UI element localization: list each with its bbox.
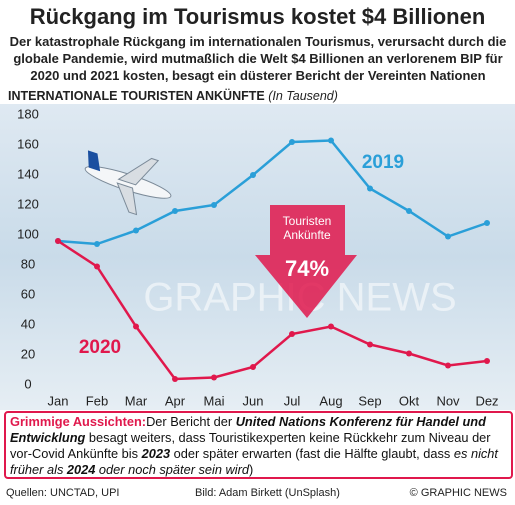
y-unit: (In Tausend) <box>268 89 338 103</box>
source: Quellen: UNCTAD, UPI <box>6 487 120 499</box>
data-point <box>250 364 256 370</box>
x-tick-label: Jun <box>243 393 264 408</box>
x-tick-label: Jul <box>284 393 301 408</box>
note-text: 2023 <box>141 446 171 461</box>
data-point <box>289 139 295 145</box>
x-tick-label: Dez <box>475 393 498 408</box>
data-point <box>367 185 373 192</box>
x-tick-label: Mai <box>204 393 225 408</box>
data-point <box>367 341 373 348</box>
data-point <box>328 137 334 144</box>
data-point <box>133 323 139 330</box>
data-point <box>250 172 256 178</box>
x-tick-label: Apr <box>165 393 186 408</box>
series-line <box>57 239 488 381</box>
data-point <box>172 376 178 382</box>
x-tick-label: Okt <box>399 393 420 408</box>
data-point <box>211 374 217 381</box>
x-tick-label: Jan <box>48 393 69 408</box>
y-tick-label: 160 <box>17 136 39 151</box>
data-point <box>484 358 490 364</box>
copyright: © GRAPHIC NEWS <box>409 487 507 499</box>
y-tick-label: 20 <box>21 346 35 361</box>
data-point <box>211 202 217 208</box>
note-text: Der Bericht der <box>146 414 236 429</box>
data-point <box>94 263 100 270</box>
note-text: oder später erwarten (fast die Hälfte gl… <box>170 446 454 461</box>
y-tick-label: 120 <box>17 196 39 211</box>
data-point <box>445 362 451 369</box>
x-tick-label: Aug <box>319 393 342 408</box>
y-label: INTERNATIONALE TOURISTEN ANKÜNFTE <box>8 89 265 103</box>
y-axis-label: INTERNATIONALE TOURISTEN ANKÜNFTE (In Ta… <box>8 89 338 103</box>
credit: Bild: Adam Birkett (UnSplash) <box>195 487 340 499</box>
series-line <box>57 139 488 246</box>
decline-arrow <box>255 205 357 318</box>
y-tick-label: 100 <box>17 226 39 241</box>
x-tick-label: Feb <box>86 393 108 408</box>
data-point <box>328 323 334 330</box>
data-point <box>406 350 412 357</box>
airplane-icon <box>84 150 172 216</box>
y-tick-label: 80 <box>21 256 35 271</box>
data-point <box>289 331 295 337</box>
y-tick-label: 60 <box>21 286 35 301</box>
series-label: 2020 <box>79 337 121 358</box>
x-tick-label: Mar <box>125 393 148 408</box>
arrow-label: Touristen <box>283 214 332 228</box>
title: Rückgang im Tourismus kostet $4 Billione… <box>29 4 486 29</box>
data-point <box>445 233 451 240</box>
subtitle: Der katastrophale Rückgang im internatio… <box>9 34 507 83</box>
data-point <box>172 208 178 214</box>
y-tick-label: 180 <box>17 106 39 121</box>
x-tick-label: Nov <box>436 393 460 408</box>
note-text: Grimmige Aussichten: <box>10 414 147 429</box>
note-box: Grimmige Aussichten:Der Bericht der Unit… <box>4 411 513 479</box>
series-label: 2019 <box>362 152 404 173</box>
arrow-value: 74% <box>285 256 329 281</box>
data-point <box>406 208 412 214</box>
note-text: besagt weiters, dass Touristikexperten k… <box>10 430 491 461</box>
note-text: oder noch später sein wird <box>95 462 250 477</box>
y-tick-label: 40 <box>21 316 35 331</box>
arrow-label: Ankünfte <box>283 228 331 242</box>
note-text: ) <box>249 462 254 477</box>
note-text: 2024 <box>66 462 96 477</box>
data-point <box>55 238 61 244</box>
y-tick-label: 0 <box>24 376 31 391</box>
x-tick-label: Sep <box>358 393 381 408</box>
note-text: es nicht früher als <box>10 446 498 477</box>
note-text: United Nations Konferenz für Handel und … <box>10 414 486 445</box>
data-point <box>94 241 100 247</box>
data-point <box>133 227 139 234</box>
y-tick-label: 140 <box>17 166 39 181</box>
data-point <box>484 220 490 226</box>
